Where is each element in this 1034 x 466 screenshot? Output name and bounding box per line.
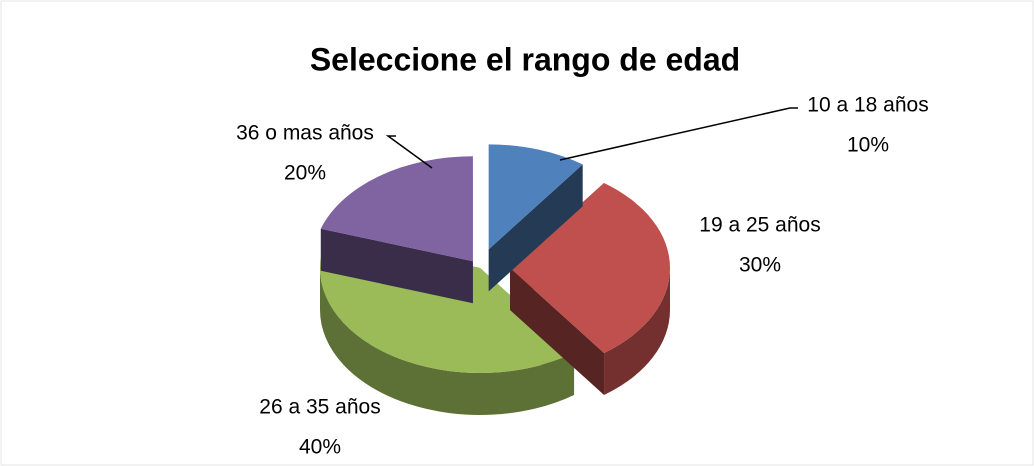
value-label: 40% (299, 436, 341, 459)
slice-side (320, 268, 575, 416)
value-label: 30% (739, 254, 781, 277)
slice-wall (488, 164, 583, 292)
category-label: 36 o mas años (236, 122, 374, 145)
value-label: 10% (847, 134, 889, 157)
slice-wall (320, 228, 473, 304)
leader-line (559, 107, 798, 161)
slice (488, 144, 583, 250)
slice-wall (510, 268, 605, 395)
slice (320, 156, 473, 262)
leader-line (385, 135, 433, 169)
category-label: 10 a 18 años (807, 94, 928, 117)
value-label: 20% (284, 162, 326, 185)
slice (510, 183, 671, 353)
chart-title: Seleccione el rango de edad (310, 41, 740, 77)
category-label: 26 a 35 años (259, 396, 380, 419)
slice-side (604, 268, 670, 395)
category-label: 19 a 25 años (699, 214, 820, 237)
